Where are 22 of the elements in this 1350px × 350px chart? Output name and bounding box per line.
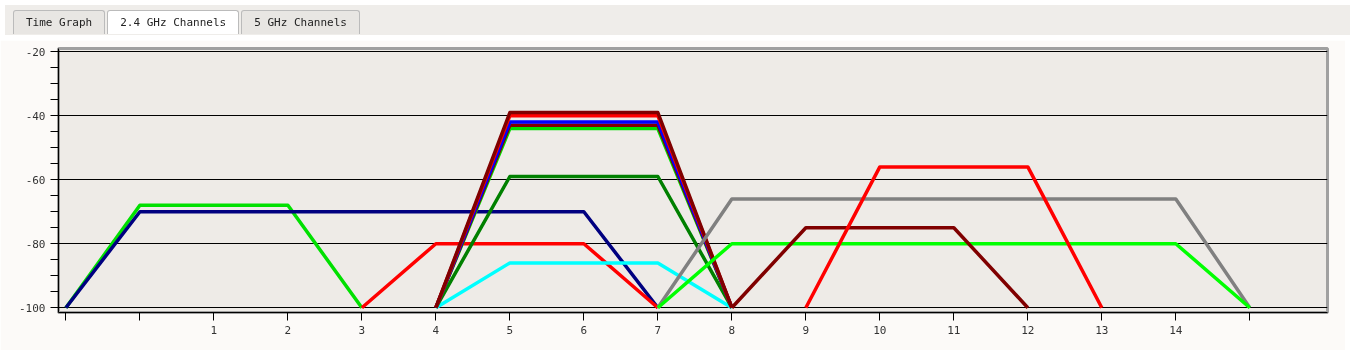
x-tick-label: 10 <box>873 323 887 337</box>
x-tick-label: 5 <box>506 323 514 337</box>
x-tick-label: 1 <box>210 323 218 337</box>
x-tick-label: 13 <box>1095 323 1109 337</box>
text: Time Graph <box>13 10 106 34</box>
x-tick-label: 9 <box>802 323 810 337</box>
x-tick-label: 2 <box>284 323 292 337</box>
y-tick-label: -60 <box>25 173 46 187</box>
x-tick-label: 4 <box>432 323 440 337</box>
x-tick-label: 14 <box>1169 323 1183 337</box>
x-tick-label: 12 <box>1021 323 1035 337</box>
text: 2.4 GHz Channels <box>107 10 240 34</box>
x-tick-label: 7 <box>654 323 662 337</box>
x-tick-label: 11 <box>947 323 961 337</box>
y-tick-label: -40 <box>25 109 46 123</box>
y-tick-label: -20 <box>25 45 46 59</box>
x-tick-label: 6 <box>580 323 588 337</box>
text: 5 GHz Channels <box>241 10 360 34</box>
x-tick-label: 3 <box>358 323 366 337</box>
y-tick-label: -80 <box>25 237 46 251</box>
y-tick-label: -100 <box>19 301 46 315</box>
x-tick-label: 8 <box>728 323 736 337</box>
